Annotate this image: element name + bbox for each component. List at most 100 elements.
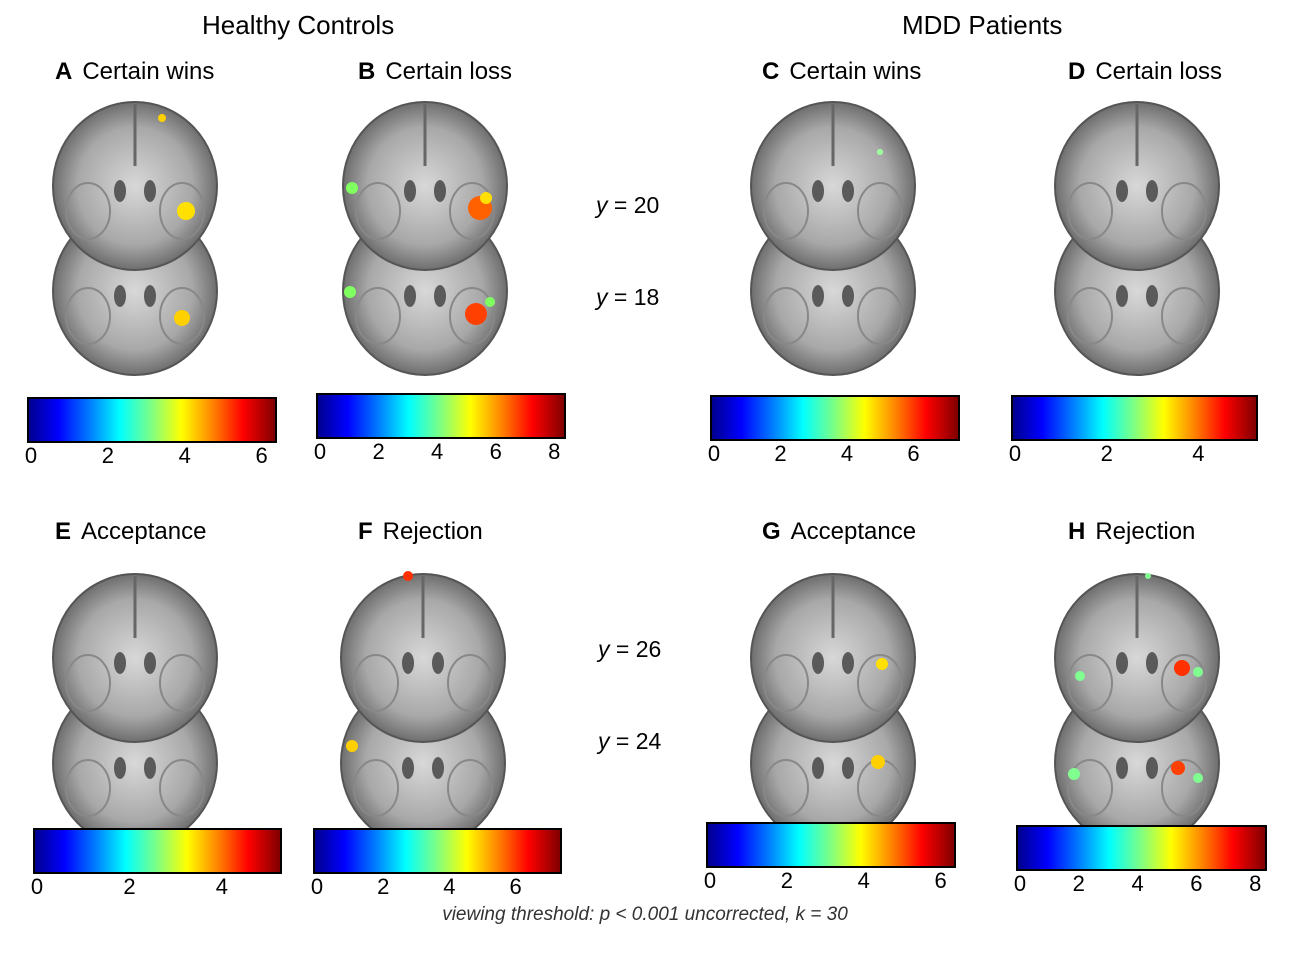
panel-heading: E Acceptance bbox=[55, 518, 206, 546]
panel-heading: C Certain wins bbox=[762, 58, 921, 86]
group-title-healthy-controls: Healthy Controls bbox=[202, 10, 395, 40]
colorbar-ticks: 0 2 4 6 8 bbox=[1014, 871, 1263, 901]
activation-cluster bbox=[877, 149, 883, 155]
colorbar-tick-label: 6 bbox=[489, 439, 502, 464]
panel-title: Acceptance bbox=[81, 518, 207, 545]
brain-slice-upper bbox=[1054, 573, 1220, 743]
colorbar-tick-label: 2 bbox=[123, 874, 136, 899]
brain-slice-upper bbox=[340, 573, 506, 743]
panel-g: G Acceptance 0 2 4 6 bbox=[704, 518, 1032, 968]
colorbar bbox=[27, 397, 277, 443]
panel-letter: C bbox=[762, 58, 780, 85]
brain-coronal-slices bbox=[342, 101, 508, 376]
colorbar-ticks: 0 2 4 bbox=[30, 874, 278, 904]
colorbar bbox=[1016, 825, 1267, 871]
brain-coronal-slices bbox=[1054, 573, 1220, 848]
colorbar-tick-label: 6 bbox=[255, 443, 268, 468]
brain-coronal-slices bbox=[52, 101, 218, 376]
brain-slice-upper bbox=[52, 573, 218, 743]
coord-label-y24: y = 24 bbox=[598, 728, 662, 754]
colorbar-tick-label: 6 bbox=[934, 868, 947, 893]
activation-cluster bbox=[177, 202, 195, 220]
colorbar-tick-label: 6 bbox=[1190, 871, 1203, 896]
brain-coronal-slices bbox=[52, 573, 218, 848]
colorbar bbox=[316, 393, 566, 439]
panel-d: D Certain loss 0 2 4 bbox=[1009, 58, 1300, 508]
panel-title: Rejection bbox=[1095, 518, 1196, 545]
activation-cluster bbox=[346, 182, 358, 194]
activation-cluster bbox=[174, 310, 190, 326]
colorbar-tick-label: 0 bbox=[30, 874, 44, 899]
colorbar-tick-label: 6 bbox=[907, 441, 920, 466]
panel-title: Certain wins bbox=[789, 58, 922, 85]
colorbar-tick-label: 2 bbox=[780, 868, 793, 893]
panel-h: H Rejection 0 2 4 6 8 bbox=[1014, 518, 1300, 968]
brain-coronal-slices bbox=[1054, 101, 1220, 376]
activation-cluster bbox=[871, 755, 885, 769]
panel-letter: E bbox=[55, 518, 72, 545]
colorbar-ticks: 0 2 4 bbox=[1009, 441, 1254, 471]
brain-slice-upper bbox=[1054, 101, 1220, 271]
panel-title: Certain loss bbox=[385, 58, 513, 85]
panel-title: Certain wins bbox=[82, 58, 215, 85]
colorbar-tick-label: 4 bbox=[840, 441, 854, 466]
panel-a: A Certain wins 0 2 4 6 bbox=[25, 58, 325, 508]
panel-title: Rejection bbox=[382, 518, 483, 545]
activation-cluster bbox=[1145, 573, 1151, 579]
activation-cluster bbox=[485, 297, 495, 307]
panel-e: E Acceptance 0 2 4 bbox=[31, 518, 325, 968]
colorbar-ticks: 0 2 4 6 bbox=[310, 874, 558, 904]
colorbar-tick-label: 2 bbox=[377, 874, 390, 899]
activation-cluster bbox=[403, 571, 413, 581]
colorbar-tick-label: 4 bbox=[857, 868, 870, 893]
panel-letter: H bbox=[1068, 518, 1086, 545]
colorbar-tick-label: 2 bbox=[1072, 871, 1085, 896]
panel-heading: A Certain wins bbox=[55, 58, 214, 86]
colorbar-tick-label: 4 bbox=[178, 443, 191, 468]
colorbar-tick-label: 2 bbox=[101, 443, 114, 468]
activation-cluster bbox=[1075, 671, 1085, 681]
coord-label-y26: y = 26 bbox=[598, 636, 662, 662]
colorbar bbox=[706, 822, 956, 868]
brain-coronal-slices bbox=[750, 573, 916, 848]
colorbar-tick-label: 4 bbox=[431, 439, 444, 464]
panel-b: B Certain loss 0 2 4 6 8 bbox=[314, 58, 628, 508]
brain-slice-upper bbox=[52, 101, 218, 271]
colorbar bbox=[1011, 395, 1258, 441]
colorbar-tick-label: 4 bbox=[1131, 871, 1144, 896]
panel-letter: B bbox=[358, 58, 376, 85]
panel-c: C Certain wins 0 2 4 6 bbox=[708, 58, 1032, 508]
brain-coronal-slices bbox=[340, 571, 506, 848]
activation-cluster bbox=[346, 740, 358, 752]
brain-slice-upper bbox=[342, 101, 508, 271]
brain-coronal-slices bbox=[750, 101, 916, 376]
panel-letter: A bbox=[55, 58, 73, 85]
colorbar bbox=[33, 828, 282, 874]
panel-heading: F Rejection bbox=[358, 518, 483, 546]
colorbar-ticks: 0 2 4 6 8 bbox=[313, 439, 562, 469]
panel-title: Certain loss bbox=[1095, 58, 1223, 85]
activation-cluster bbox=[1193, 773, 1203, 783]
colorbar-tick-label: 8 bbox=[1249, 871, 1262, 896]
colorbar bbox=[313, 828, 562, 874]
activation-cluster bbox=[876, 658, 888, 670]
panel-heading: B Certain loss bbox=[358, 58, 512, 86]
panel-heading: H Rejection bbox=[1068, 518, 1195, 546]
colorbar bbox=[710, 395, 960, 441]
activation-cluster bbox=[1171, 761, 1185, 775]
colorbar-ticks: 0 2 4 6 bbox=[24, 443, 273, 473]
colorbar-tick-label: 0 bbox=[310, 874, 324, 899]
panel-letter: D bbox=[1068, 58, 1086, 85]
colorbar-tick-label: 4 bbox=[215, 874, 229, 899]
colorbar-tick-label: 2 bbox=[1100, 441, 1113, 466]
panel-letter: F bbox=[358, 518, 373, 545]
brain-slice-upper bbox=[750, 101, 916, 271]
panel-f: F Rejection 0 2 4 6 bbox=[311, 518, 628, 968]
colorbar-tick-label: 4 bbox=[1192, 441, 1205, 466]
colorbar-tick-label: 0 bbox=[313, 439, 327, 464]
colorbar-tick-label: 6 bbox=[509, 874, 522, 899]
group-title-mdd-patients: MDD Patients bbox=[902, 10, 1063, 40]
coord-label-y18: y = 18 bbox=[596, 284, 660, 310]
colorbar-tick-label: 0 bbox=[24, 443, 38, 468]
colorbar-ticks: 0 2 4 6 bbox=[704, 868, 952, 898]
